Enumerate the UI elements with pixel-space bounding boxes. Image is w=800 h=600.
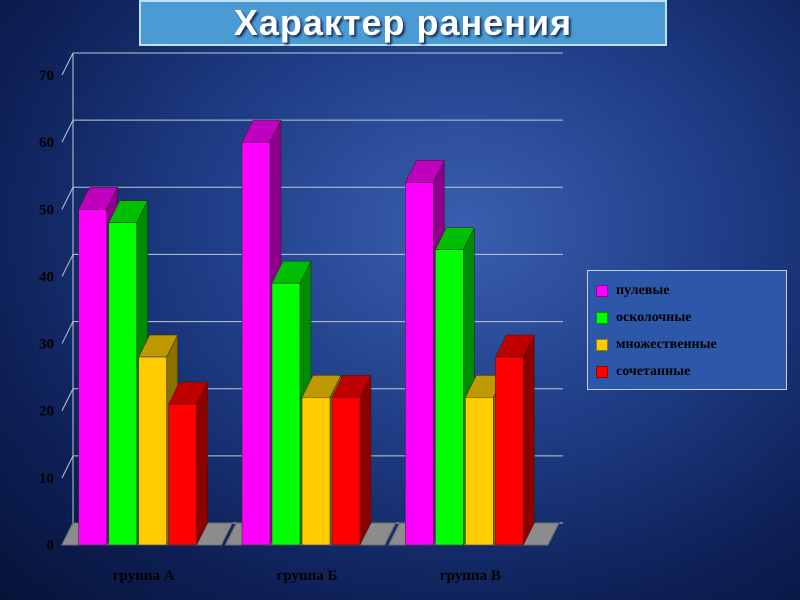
labels-layer: 0 10 20 30 40 50 60 70 группа А группа Б группа В — [39, 68, 501, 584]
bar — [168, 381, 209, 546]
y-tick-label: 60 — [39, 135, 54, 151]
legend: пулевые осколочные множественные сочетан… — [587, 270, 787, 390]
legend-swatch — [596, 338, 608, 351]
bar-side — [359, 375, 372, 546]
y-tick-label: 20 — [39, 404, 54, 420]
bar-front — [108, 222, 137, 546]
bar-side — [196, 381, 208, 546]
bar-front — [271, 282, 301, 546]
bar-front — [435, 249, 464, 546]
legend-item: сочетанные — [596, 358, 786, 385]
legend-item: множественные — [596, 331, 786, 358]
legend-label: множественные — [616, 336, 717, 352]
x-category-label: группа В — [440, 568, 501, 584]
grid-line-side — [61, 187, 74, 210]
bar-side — [523, 334, 535, 546]
bar-front — [331, 397, 361, 546]
y-tick-label: 0 — [47, 538, 55, 554]
y-tick-label: 70 — [39, 68, 54, 84]
grid-line-side — [61, 455, 74, 479]
bars-layer — [78, 119, 535, 546]
bar-front — [168, 403, 197, 546]
grid-line-side — [61, 321, 74, 344]
x-category-label: группа А — [113, 568, 175, 584]
bar-front — [405, 182, 434, 546]
y-tick-label: 10 — [39, 471, 54, 487]
legend-swatch — [596, 284, 608, 297]
bar-front — [495, 356, 524, 546]
bar — [331, 375, 372, 546]
y-tick-label: 40 — [39, 269, 54, 285]
bar-front — [138, 356, 167, 546]
y-tick-label: 50 — [39, 202, 54, 218]
y-tick-label: 30 — [39, 337, 54, 353]
chart-title: Характер ранения — [233, 2, 573, 43]
x-category-label: группа Б — [277, 568, 338, 584]
grid-line-side — [61, 388, 74, 411]
grid-line-side — [61, 254, 74, 277]
bar-front — [78, 209, 107, 546]
legend-swatch — [596, 365, 608, 378]
legend-label: пулевые — [616, 282, 670, 298]
grid-line-side — [61, 119, 74, 143]
title-box: Характер ранения — [139, 0, 667, 46]
legend-swatch — [596, 311, 608, 324]
bar-front — [301, 397, 331, 546]
legend-label: сочетанные — [616, 363, 691, 379]
grid-line-side — [61, 52, 74, 76]
legend-label: осколочные — [616, 309, 692, 325]
legend-item: осколочные — [596, 304, 786, 331]
bar — [494, 334, 535, 546]
legend-item: пулевые — [596, 277, 786, 304]
bar-front — [241, 141, 271, 546]
bar-front — [465, 397, 494, 546]
